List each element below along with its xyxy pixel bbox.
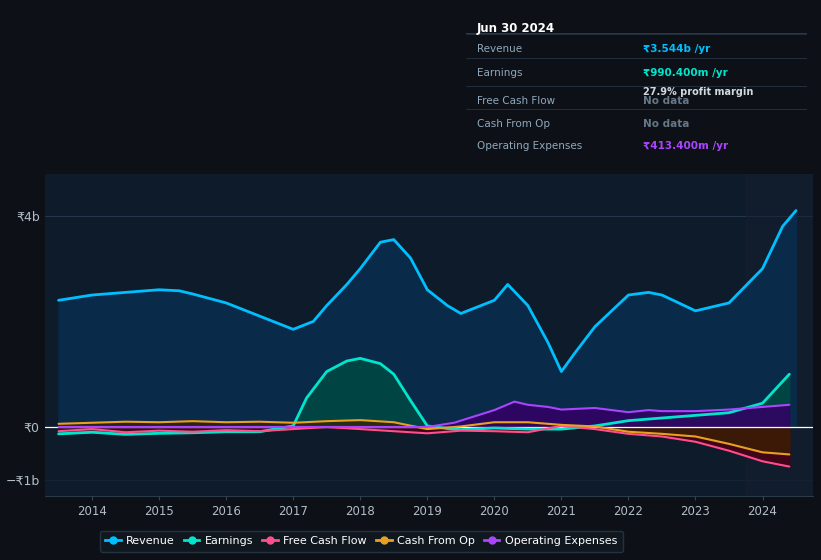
Legend: Revenue, Earnings, Free Cash Flow, Cash From Op, Operating Expenses: Revenue, Earnings, Free Cash Flow, Cash … bbox=[99, 530, 623, 552]
Text: No data: No data bbox=[644, 119, 690, 129]
Text: Jun 30 2024: Jun 30 2024 bbox=[476, 22, 555, 35]
Text: ₹413.400m /yr: ₹413.400m /yr bbox=[644, 141, 728, 151]
Text: ₹3.544b /yr: ₹3.544b /yr bbox=[644, 44, 711, 54]
Text: Revenue: Revenue bbox=[476, 44, 521, 54]
Text: Operating Expenses: Operating Expenses bbox=[476, 141, 582, 151]
Text: 27.9% profit margin: 27.9% profit margin bbox=[644, 87, 754, 97]
Text: Cash From Op: Cash From Op bbox=[476, 119, 549, 129]
Text: Earnings: Earnings bbox=[476, 68, 522, 78]
Text: Free Cash Flow: Free Cash Flow bbox=[476, 96, 555, 106]
Text: No data: No data bbox=[644, 96, 690, 106]
Text: ₹990.400m /yr: ₹990.400m /yr bbox=[644, 68, 728, 78]
Bar bbox=[745, 174, 813, 496]
